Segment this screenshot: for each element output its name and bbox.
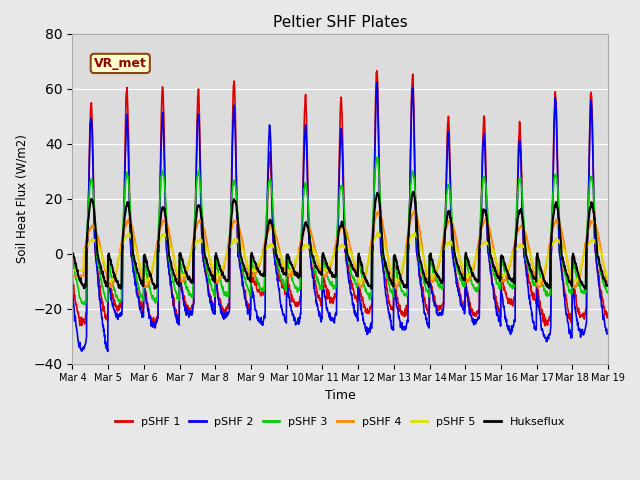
pSHF 5 [493, 264, 501, 269]
pSHF 3 [373, 155, 381, 160]
pSHF 3 [175, 295, 182, 300]
pSHF 4 [604, 281, 612, 287]
pSHF 3 [493, 281, 501, 287]
pSHF 5 [374, 230, 381, 236]
pSHF 3 [604, 289, 612, 295]
pSHF 1 [373, 68, 381, 73]
Hukseflux [151, 286, 159, 292]
pSHF 3 [188, 291, 196, 297]
Hukseflux [68, 254, 76, 260]
pSHF 4 [541, 269, 548, 275]
pSHF 2 [373, 79, 381, 85]
pSHF 2 [188, 309, 196, 315]
Line: pSHF 1: pSHF 1 [72, 71, 608, 326]
Title: Peltier SHF Plates: Peltier SHF Plates [273, 15, 408, 30]
pSHF 5 [541, 266, 548, 272]
pSHF 5 [248, 265, 255, 271]
pSHF 3 [81, 301, 88, 307]
pSHF 1 [424, 306, 431, 312]
Line: pSHF 5: pSHF 5 [72, 233, 608, 282]
pSHF 5 [424, 271, 431, 276]
pSHF 3 [248, 256, 255, 262]
pSHF 5 [604, 276, 612, 282]
Line: pSHF 4: pSHF 4 [72, 211, 608, 288]
Text: VR_met: VR_met [94, 57, 147, 70]
pSHF 2 [175, 320, 182, 325]
Hukseflux [175, 281, 182, 287]
pSHF 2 [68, 290, 76, 296]
Line: Hukseflux: Hukseflux [72, 192, 608, 289]
pSHF 1 [248, 266, 255, 272]
pSHF 1 [541, 323, 548, 329]
pSHF 1 [541, 313, 548, 319]
pSHF 2 [248, 285, 255, 290]
pSHF 4 [175, 278, 182, 284]
pSHF 2 [493, 310, 501, 315]
pSHF 2 [104, 348, 111, 354]
Hukseflux [604, 283, 612, 288]
pSHF 1 [188, 306, 195, 312]
Line: pSHF 2: pSHF 2 [72, 82, 608, 351]
pSHF 1 [493, 300, 501, 305]
pSHF 4 [248, 272, 255, 278]
Hukseflux [188, 280, 196, 286]
pSHF 2 [424, 320, 431, 326]
pSHF 4 [493, 266, 501, 272]
Line: pSHF 3: pSHF 3 [72, 157, 608, 304]
pSHF 3 [68, 256, 76, 262]
pSHF 1 [68, 275, 76, 281]
pSHF 2 [541, 335, 548, 341]
pSHF 5 [175, 274, 182, 279]
pSHF 4 [392, 286, 400, 291]
Hukseflux [424, 281, 431, 287]
X-axis label: Time: Time [325, 389, 356, 402]
pSHF 5 [68, 267, 76, 273]
Hukseflux [248, 250, 255, 256]
pSHF 4 [410, 208, 418, 214]
pSHF 4 [424, 276, 431, 281]
pSHF 2 [604, 330, 612, 336]
Hukseflux [493, 273, 501, 278]
pSHF 5 [188, 248, 195, 253]
pSHF 1 [175, 316, 182, 322]
pSHF 3 [424, 288, 431, 294]
pSHF 5 [356, 279, 364, 285]
Legend: pSHF 1, pSHF 2, pSHF 3, pSHF 4, pSHF 5, Hukseflux: pSHF 1, pSHF 2, pSHF 3, pSHF 4, pSHF 5, … [111, 412, 570, 431]
Hukseflux [541, 278, 548, 284]
pSHF 3 [541, 288, 548, 294]
Hukseflux [410, 189, 417, 195]
pSHF 1 [604, 311, 612, 316]
pSHF 4 [68, 273, 76, 279]
pSHF 4 [188, 248, 195, 254]
Y-axis label: Soil Heat Flux (W/m2): Soil Heat Flux (W/m2) [15, 134, 28, 263]
